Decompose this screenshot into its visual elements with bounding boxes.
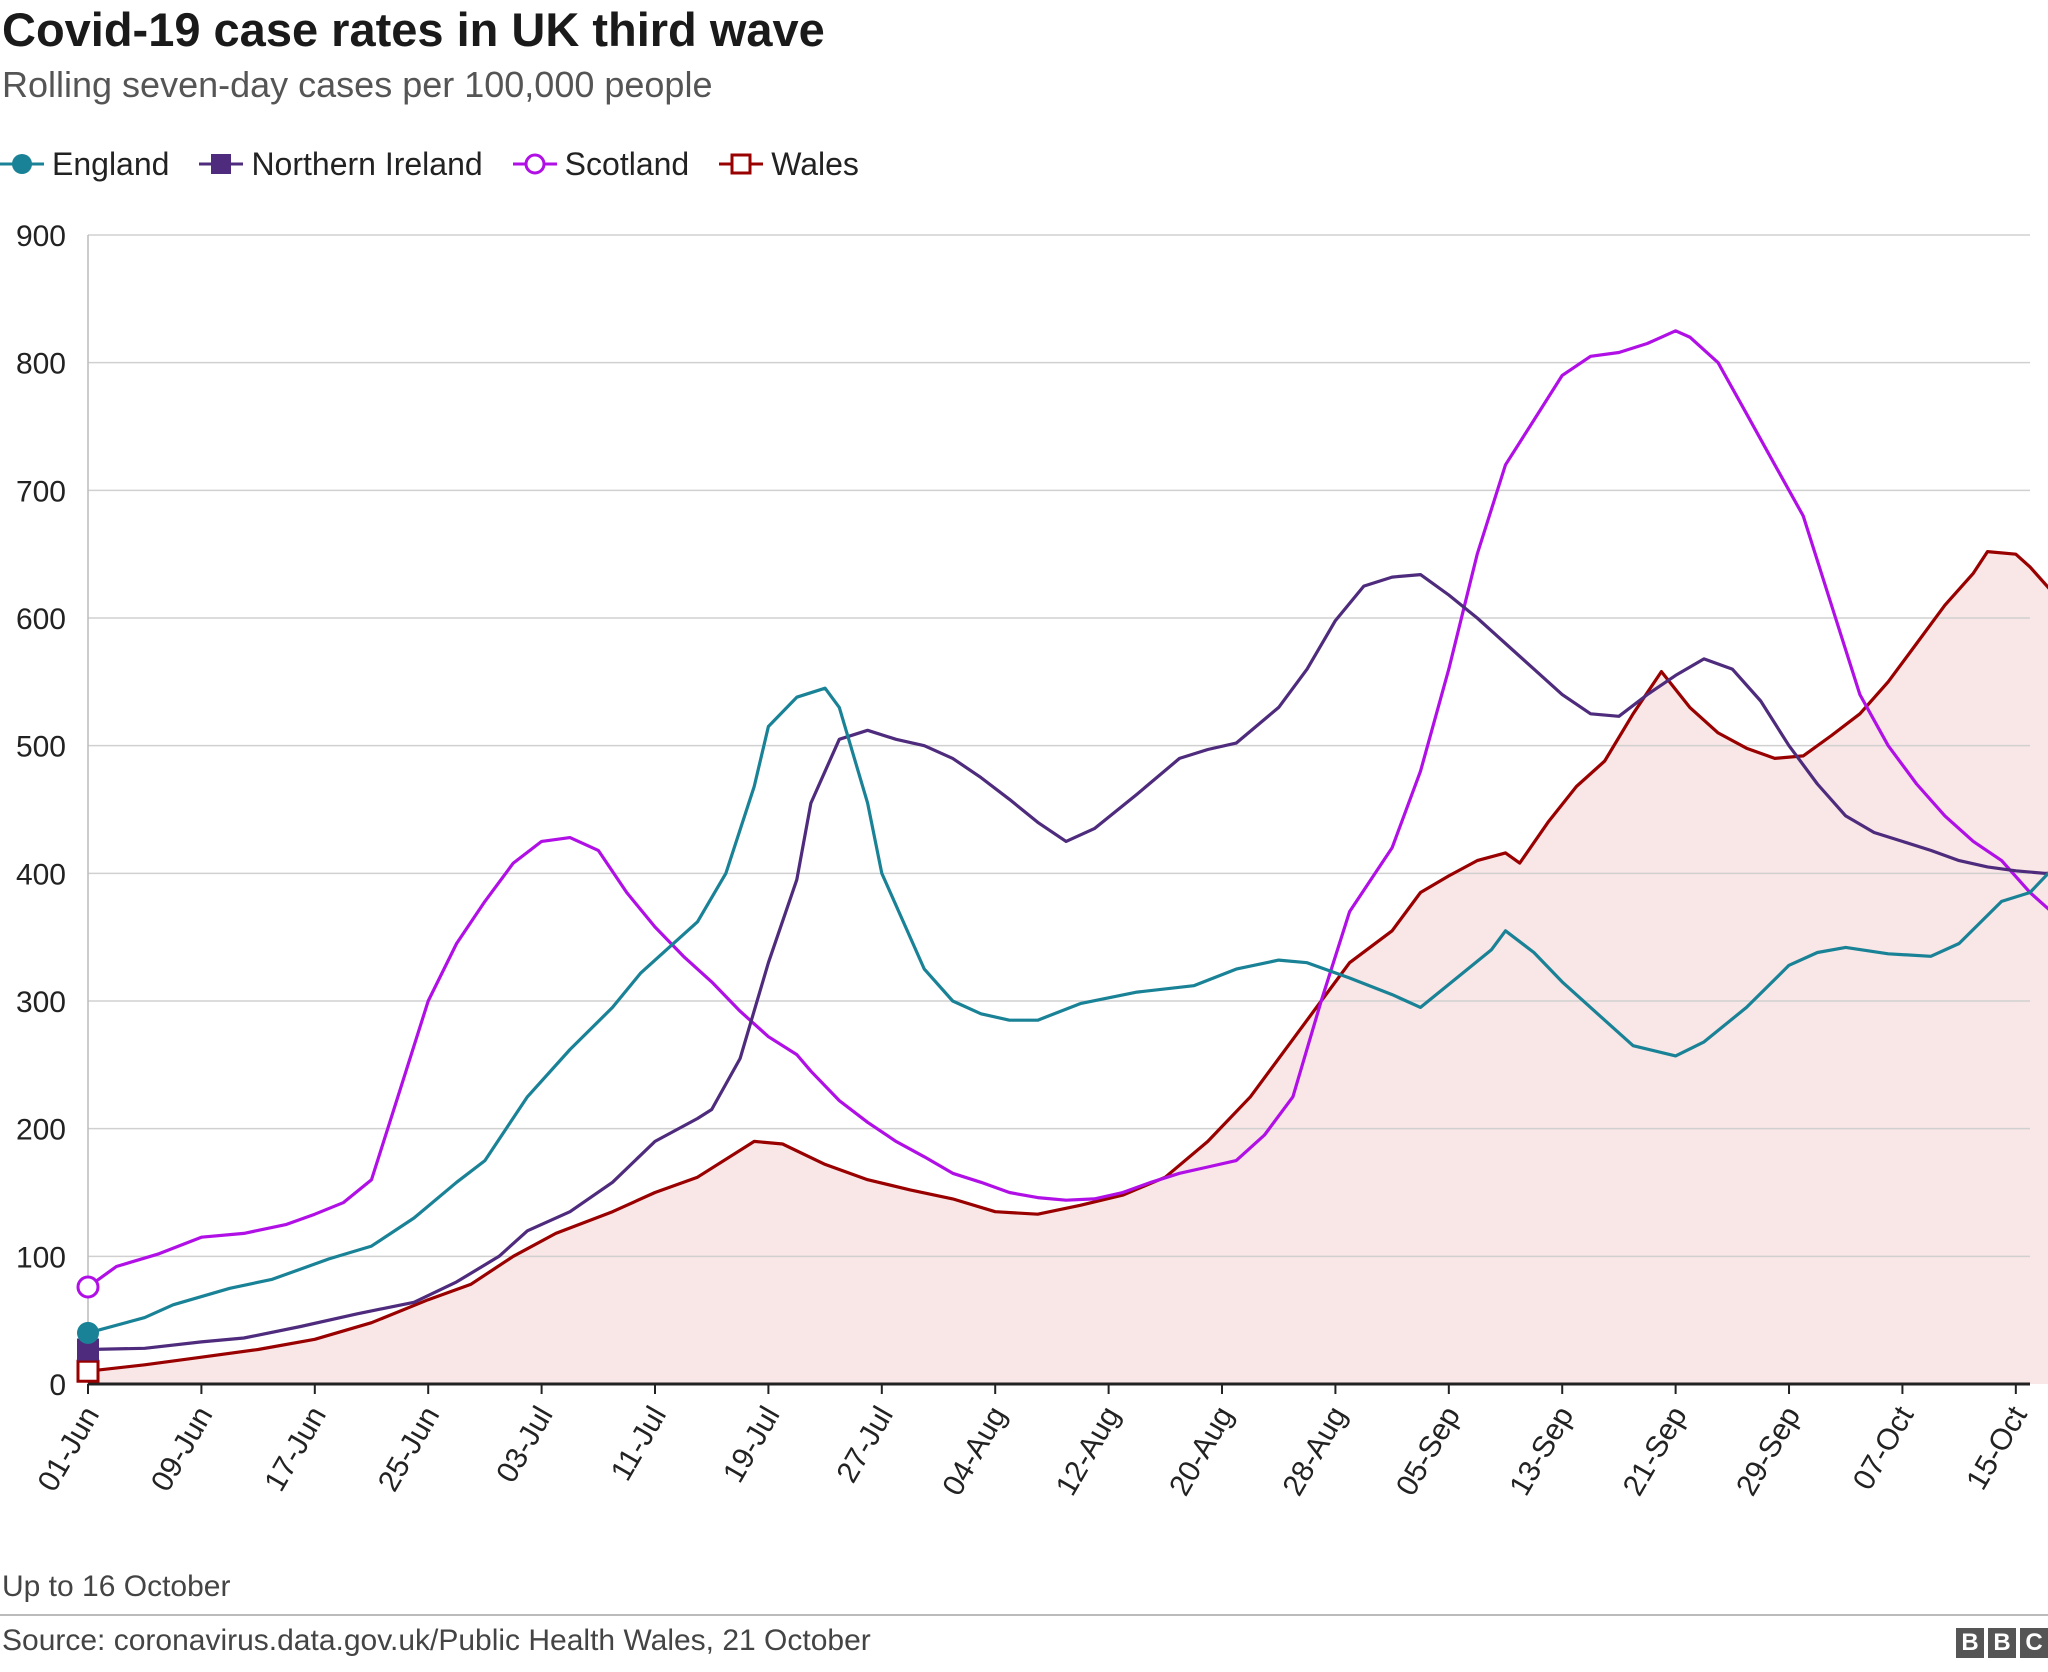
y-tick-label: 900 bbox=[16, 220, 66, 253]
y-tick-label: 400 bbox=[16, 858, 66, 891]
x-tick-label: 27-Jul bbox=[830, 1401, 899, 1488]
series-line-scotland bbox=[87, 329, 2048, 1289]
end-marker-england-start bbox=[77, 1321, 99, 1344]
legend-item-england: England bbox=[0, 146, 169, 183]
y-tick-label: 200 bbox=[16, 1114, 66, 1147]
wales-area-fill bbox=[88, 551, 2048, 1384]
legend-item-northern-ireland: Northern Ireland bbox=[199, 145, 483, 183]
y-tick-label: 300 bbox=[16, 986, 66, 1019]
bbc-logo-letter: C bbox=[2020, 1628, 2048, 1658]
legend-marker-scotland bbox=[512, 153, 557, 175]
x-tick-label: 20-Aug bbox=[1163, 1401, 1240, 1501]
y-tick-label: 600 bbox=[16, 603, 66, 636]
x-tick-label: 21-Sep bbox=[1617, 1401, 1694, 1501]
y-tick-label: 700 bbox=[16, 475, 66, 508]
series-line-wales bbox=[87, 550, 2048, 1373]
y-tick-label: 500 bbox=[16, 731, 66, 764]
footer-divider bbox=[0, 1614, 2048, 1616]
x-tick-label: 03-Jul bbox=[490, 1401, 559, 1488]
x-tick-label: 07-Oct bbox=[1847, 1400, 1921, 1495]
x-tick-label: 29-Sep bbox=[1730, 1401, 1807, 1501]
y-tick-label: 100 bbox=[16, 1241, 66, 1274]
legend-marker-england bbox=[0, 154, 44, 174]
x-tick-label: 04-Aug bbox=[936, 1401, 1013, 1501]
x-tick-label: 15-Oct bbox=[1960, 1400, 2034, 1495]
source-text: Source: coronavirus.data.gov.uk/Public H… bbox=[2, 1624, 871, 1657]
x-tick-label: 01-Jun bbox=[32, 1401, 106, 1497]
legend: England Northern Ireland Scotland Wales bbox=[0, 140, 889, 188]
end-marker-northern-ireland-start bbox=[77, 1338, 99, 1361]
legend-label-wales: Wales bbox=[771, 145, 859, 182]
x-tick-label: 28-Aug bbox=[1277, 1401, 1354, 1501]
bbc-logo-letter: B bbox=[1988, 1628, 2016, 1658]
chart-note: Up to 16 October bbox=[2, 1570, 231, 1603]
series-line-northern-ireland bbox=[87, 573, 2048, 1352]
end-marker-scotland-start bbox=[76, 1275, 100, 1299]
legend-marker-northern-ireland bbox=[199, 154, 244, 174]
bbc-logo: B B C bbox=[1952, 1628, 2048, 1658]
legend-item-scotland: Scotland bbox=[512, 145, 690, 183]
x-tick-label: 05-Sep bbox=[1390, 1401, 1467, 1501]
x-tick-label: 13-Sep bbox=[1503, 1401, 1580, 1501]
legend-item-wales: Wales bbox=[719, 146, 859, 183]
chart-title: Covid-19 case rates in UK third wave bbox=[2, 3, 825, 56]
bbc-logo-letter: B bbox=[1956, 1628, 1984, 1658]
legend-marker-wales bbox=[719, 153, 764, 175]
chart-subtitle: Rolling seven-day cases per 100,000 peop… bbox=[2, 64, 713, 105]
series-line-england bbox=[87, 686, 2048, 1335]
legend-label-scotland: Scotland bbox=[564, 145, 690, 182]
x-tick-label: 11-Jul bbox=[605, 1401, 673, 1486]
x-tick-label: 19-Jul bbox=[717, 1401, 786, 1488]
legend-label-northern-ireland: Northern Ireland bbox=[251, 145, 483, 182]
x-tick-label: 25-Jun bbox=[372, 1401, 446, 1497]
x-tick-label: 17-Jun bbox=[258, 1401, 332, 1497]
y-tick-label: 800 bbox=[16, 348, 66, 381]
y-tick-label: 0 bbox=[49, 1369, 66, 1402]
end-marker-wales-start bbox=[76, 1359, 100, 1383]
x-tick-label: 09-Jun bbox=[145, 1401, 219, 1497]
legend-label-england: England bbox=[52, 145, 170, 182]
x-tick-label: 12-Aug bbox=[1050, 1401, 1127, 1501]
line-chart: 0 100 200 300 400 500 600 700 800 900 01-Jun 09-Jun… bbox=[16, 220, 2048, 1501]
